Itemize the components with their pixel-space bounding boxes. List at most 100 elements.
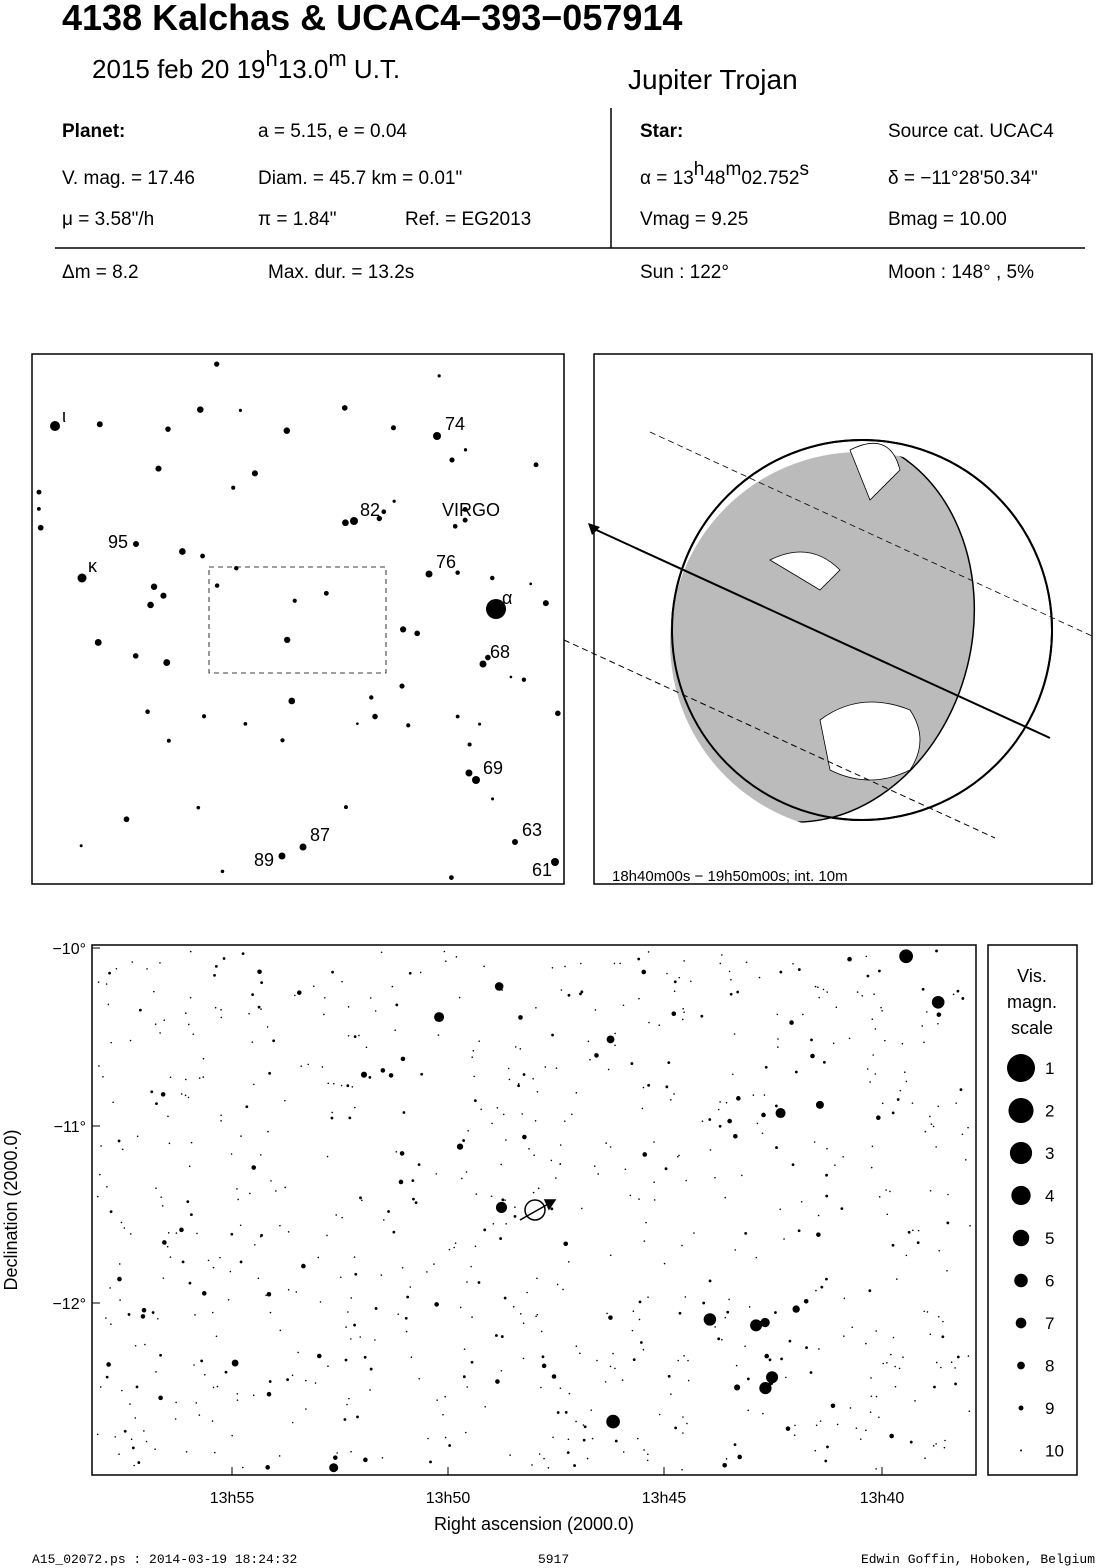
star (198, 1077, 201, 1079)
legend-label: 2 (1045, 1102, 1054, 1121)
star (535, 1315, 537, 1318)
star (187, 1023, 190, 1026)
star-label: 61 (532, 860, 552, 880)
star (406, 723, 411, 728)
star (923, 1310, 925, 1313)
star (231, 1359, 239, 1367)
star (874, 1028, 877, 1030)
star (356, 722, 359, 726)
star (399, 1151, 405, 1156)
star (745, 961, 748, 964)
star (899, 1089, 902, 1092)
star (490, 1195, 493, 1198)
star (165, 426, 171, 432)
ra-part: α = 13 (640, 168, 694, 189)
star (399, 683, 405, 689)
star (348, 1116, 352, 1120)
star (605, 1142, 607, 1144)
star (490, 575, 495, 581)
star (464, 1431, 467, 1434)
star (105, 983, 108, 985)
star (99, 1386, 102, 1388)
star (492, 1222, 495, 1225)
star (157, 1317, 159, 1320)
star (673, 980, 677, 984)
star (797, 968, 801, 971)
star (467, 1129, 469, 1132)
star-label: 69 (483, 758, 503, 778)
star (465, 769, 473, 777)
star (504, 1199, 506, 1201)
star (319, 1301, 322, 1303)
star (562, 1288, 564, 1291)
star (299, 843, 307, 851)
star (815, 1289, 817, 1292)
finder-frame (31, 353, 565, 885)
star (79, 844, 83, 848)
star (340, 1276, 342, 1279)
star (394, 1029, 397, 1032)
star (231, 485, 236, 490)
star (622, 1451, 625, 1453)
star (820, 1285, 824, 1289)
star (727, 1118, 732, 1124)
star (921, 1025, 924, 1027)
star (777, 1038, 779, 1040)
star (284, 636, 291, 644)
star (824, 1459, 828, 1463)
star (155, 1187, 157, 1189)
star (155, 1371, 157, 1373)
star (462, 517, 468, 523)
star (646, 1459, 649, 1462)
star (347, 1034, 350, 1037)
star (267, 1130, 269, 1133)
star (162, 1240, 167, 1245)
star (550, 1159, 553, 1162)
star (929, 1115, 931, 1118)
star (638, 997, 640, 1000)
star (478, 722, 482, 726)
star (519, 1313, 522, 1315)
star (437, 374, 441, 378)
star (425, 570, 433, 578)
star (372, 713, 378, 720)
star (575, 1345, 578, 1348)
star (505, 1223, 507, 1225)
star (186, 1200, 190, 1204)
legend-label: 8 (1045, 1357, 1054, 1376)
star (622, 1004, 625, 1007)
star (181, 1260, 185, 1264)
star (889, 1190, 891, 1193)
star-label: 95 (108, 532, 128, 552)
star (251, 1165, 257, 1170)
star (280, 738, 285, 743)
star (314, 1382, 317, 1384)
date-part: U.T. (347, 54, 400, 84)
star (278, 1455, 281, 1457)
star (435, 1173, 438, 1175)
star (556, 1411, 560, 1414)
star (408, 971, 412, 975)
star (810, 1038, 813, 1042)
star (780, 1357, 783, 1361)
star-label: ι (62, 406, 66, 426)
star (304, 1379, 307, 1382)
star (940, 1366, 942, 1369)
legend-label: 10 (1045, 1442, 1064, 1461)
star (889, 1433, 894, 1439)
star (825, 1194, 829, 1198)
star (327, 1082, 330, 1085)
detail: Moon : 148° , 5% (888, 262, 1034, 283)
star (536, 1313, 539, 1316)
star (96, 421, 103, 428)
star (871, 1018, 874, 1020)
star (444, 960, 447, 962)
star (792, 1305, 800, 1313)
star (143, 1430, 145, 1432)
star (870, 1377, 872, 1379)
star (141, 1307, 147, 1313)
star (443, 950, 446, 953)
star (750, 1319, 763, 1332)
star (789, 1020, 794, 1025)
